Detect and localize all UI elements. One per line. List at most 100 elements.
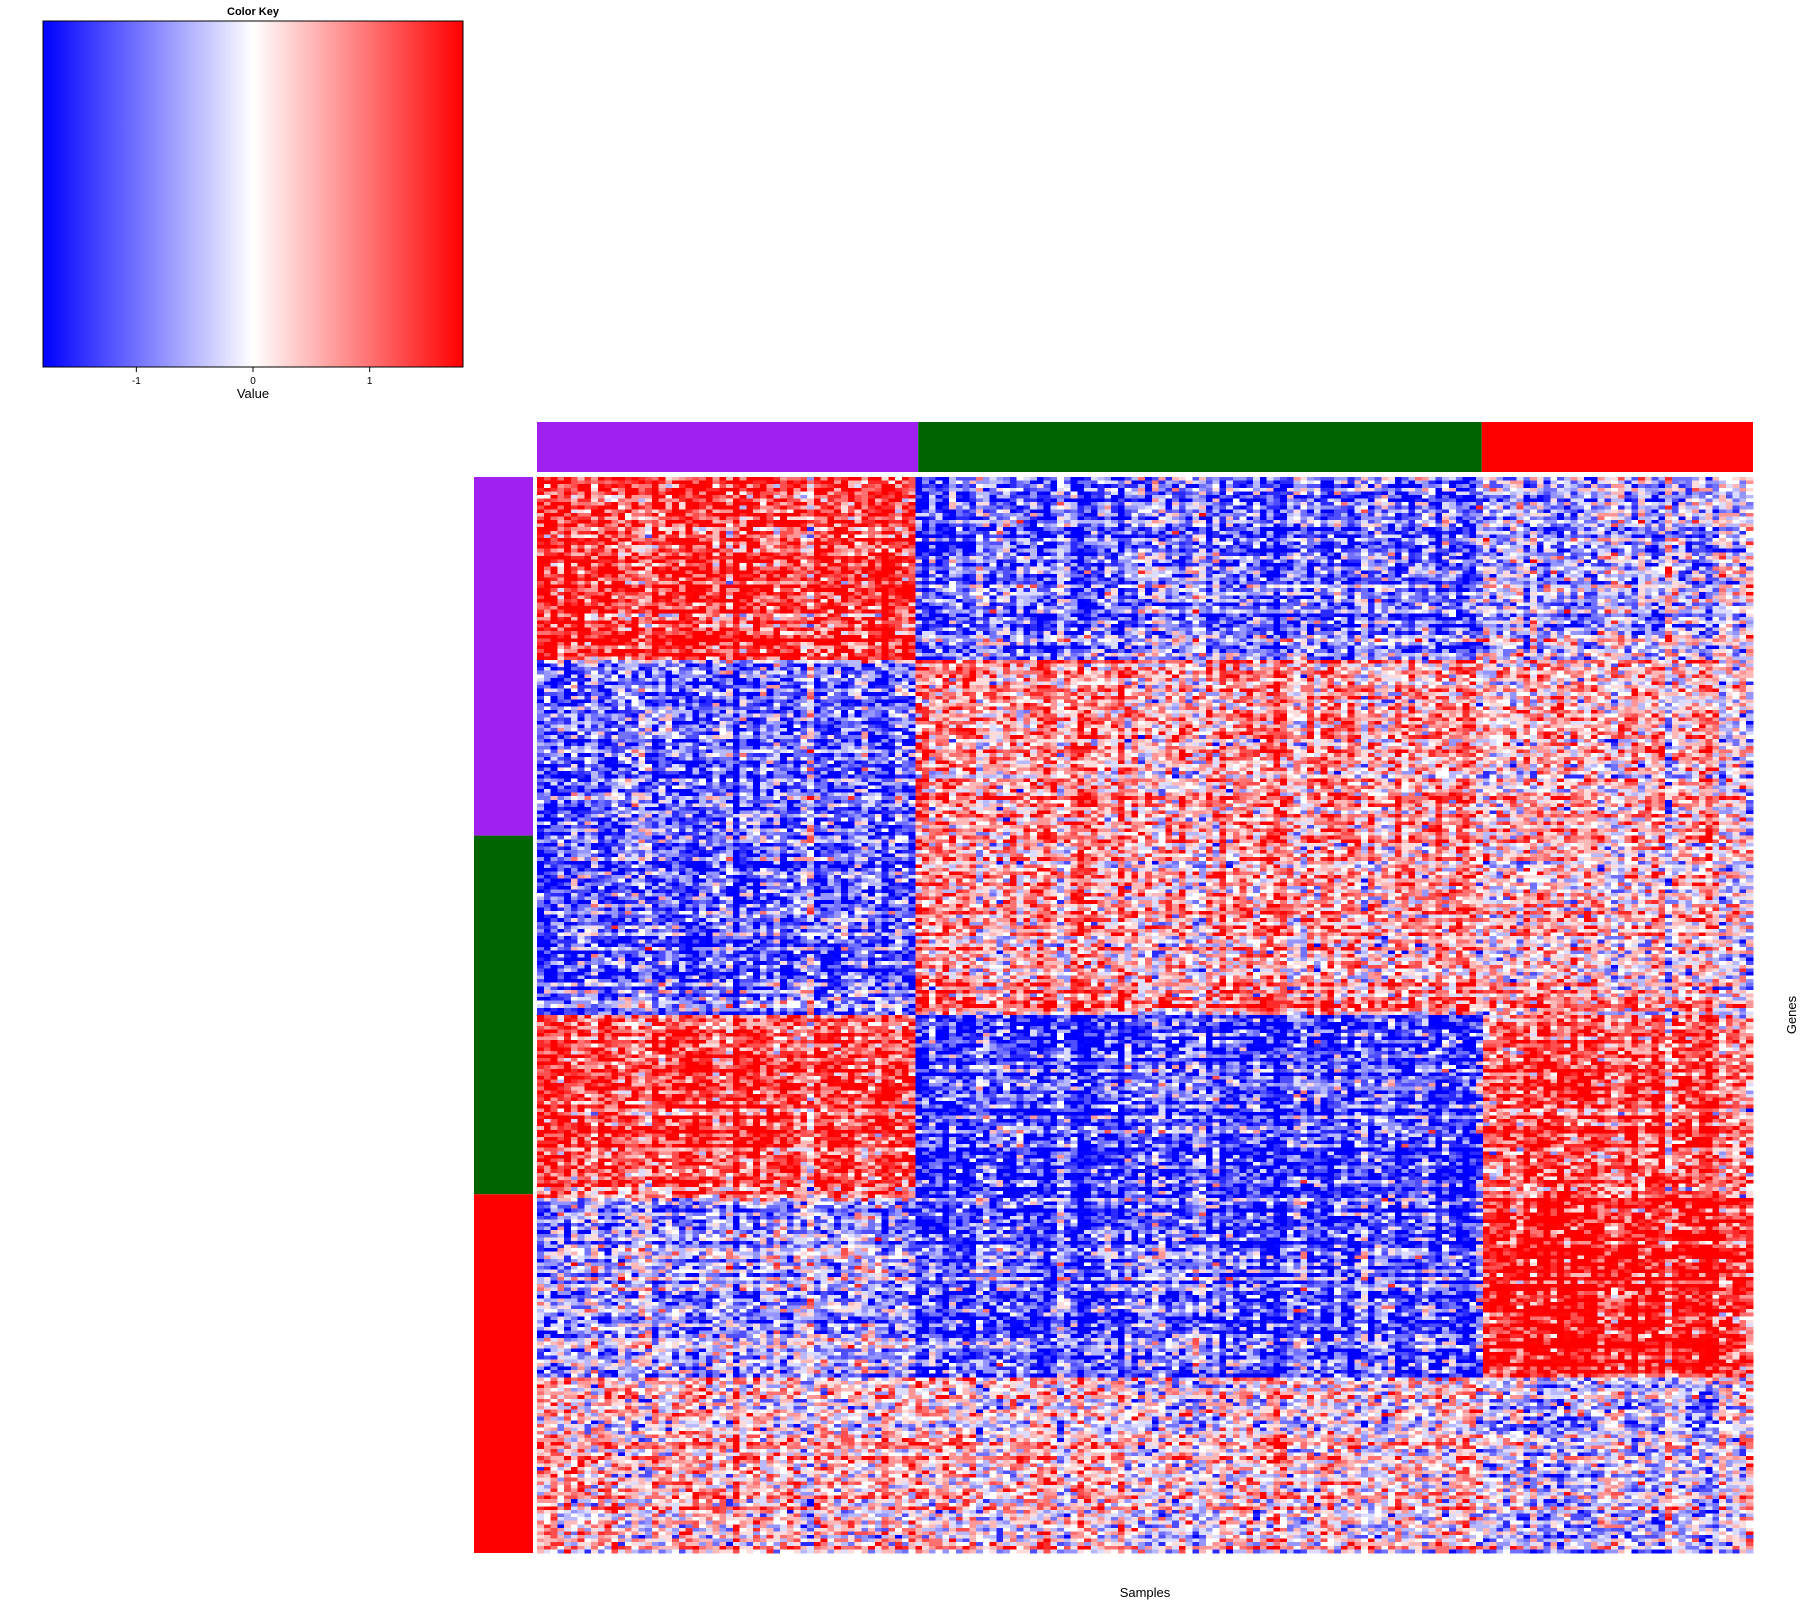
color-key-gradient [43,21,463,367]
heatmap-cell [692,481,699,485]
heatmap-cell [760,491,774,495]
heatmap-cell [848,495,855,499]
heatmap-cell [773,477,780,481]
heatmap-cell [1334,491,1341,495]
heatmap-cell [895,488,902,492]
heatmap-cell [1159,488,1166,492]
heatmap-cell [632,484,639,488]
heatmap-cell [1179,495,1186,499]
heatmap-cell [706,491,720,495]
heatmap-cell [794,481,801,485]
heatmap-cell [686,495,693,499]
heatmap-cell [841,495,848,499]
heatmap-cell [1186,477,1193,481]
heatmap-cell [1219,495,1226,499]
heatmap-cell [665,491,679,495]
heatmap-cell [1645,481,1652,485]
heatmap-cell [814,484,821,488]
heatmap-cell [1510,488,1517,492]
heatmap-cell [895,491,902,495]
heatmap-cell [733,477,740,481]
heatmap-cell [1429,481,1436,485]
heatmap-cell [861,495,868,499]
heatmap-cell [1490,481,1497,485]
heatmap-cell [1564,491,1571,495]
heatmap-cell [1003,481,1010,485]
heatmap-cell [1530,477,1537,481]
heatmap-cell [1354,477,1361,481]
heatmap-cell [1348,481,1355,485]
heatmap-cell [1381,477,1388,481]
heatmap-cell [1273,484,1280,488]
heatmap-cell [1327,491,1334,495]
heatmap-cell [1510,491,1517,495]
column-group-bar-3 [1482,422,1753,472]
heatmap-cell [1253,484,1260,488]
heatmap-cell [605,491,612,495]
heatmap-cell [794,491,801,495]
heatmap-cell [1435,477,1442,481]
heatmap-cell [875,491,882,495]
heatmap-cell [1294,488,1301,492]
heatmap-cell [902,484,909,488]
heatmap-cell [659,477,666,481]
heatmap-cell [726,481,747,485]
heatmap-cell [855,488,862,492]
heatmap-cell [841,484,848,488]
heatmap-cell [1307,477,1314,481]
heatmap-cell [1003,488,1010,492]
heatmap-cell [1206,488,1213,492]
heatmap-cell [1638,484,1645,488]
heatmap-cell [1490,484,1504,488]
heatmap-cell [922,481,929,485]
heatmap-cell [1050,491,1057,495]
row-group-bar-2 [474,836,533,1195]
heatmap-cell [1111,488,1118,492]
heatmap-cell [672,481,693,485]
heatmap-cell [1712,488,1719,492]
heatmap-cell [1496,477,1503,481]
heatmap-cell [1402,481,1409,485]
heatmap-cell [1645,491,1652,495]
heatmap-cell [1631,477,1638,481]
heatmap-cell [1442,484,1449,488]
heatmap-cell [882,488,896,492]
heatmap-cell [1226,484,1233,488]
heatmap-cell [1692,481,1699,485]
heatmap-cell [1685,484,1692,488]
heatmap-cell [800,491,814,495]
heatmap-cell [672,495,679,499]
heatmap-cell [1625,481,1632,485]
heatmap-cell [1030,491,1037,495]
heatmap-cell [1138,477,1145,481]
heatmap-cell [665,481,672,485]
heatmap-cell [1300,481,1307,485]
heatmap-cell [1294,481,1301,485]
heatmap-cell [1699,491,1706,495]
heatmap-cell [1564,477,1571,481]
heatmap-cell [719,477,726,481]
heatmap-cell [1192,484,1199,488]
heatmap-cell [713,481,720,485]
heatmap-cell [1483,484,1490,488]
heatmap-cell [578,495,585,499]
heatmap-cell [976,495,983,499]
heatmap-cell [1449,484,1456,488]
heatmap-cell [1138,481,1145,485]
heatmap-cell [598,477,605,481]
heatmap-cell [713,484,720,488]
heatmap-cell [1246,495,1253,499]
heatmap-cell [1719,484,1726,488]
heatmap-cell [1415,477,1422,481]
heatmap-cell [1692,491,1699,495]
heatmap-figure: Color Key -1 0 1 Value Samples Genes [0,0,1800,1600]
heatmap-cell [1530,488,1537,492]
heatmap-cell [1287,488,1294,492]
heatmap-cell [983,488,990,492]
heatmap-cell [1598,484,1605,488]
heatmap-cell [1179,477,1186,481]
heatmap-cell [1253,477,1260,481]
heatmap-cell [1523,481,1530,485]
heatmap-cell [909,477,916,481]
heatmap-cell [1658,488,1665,492]
